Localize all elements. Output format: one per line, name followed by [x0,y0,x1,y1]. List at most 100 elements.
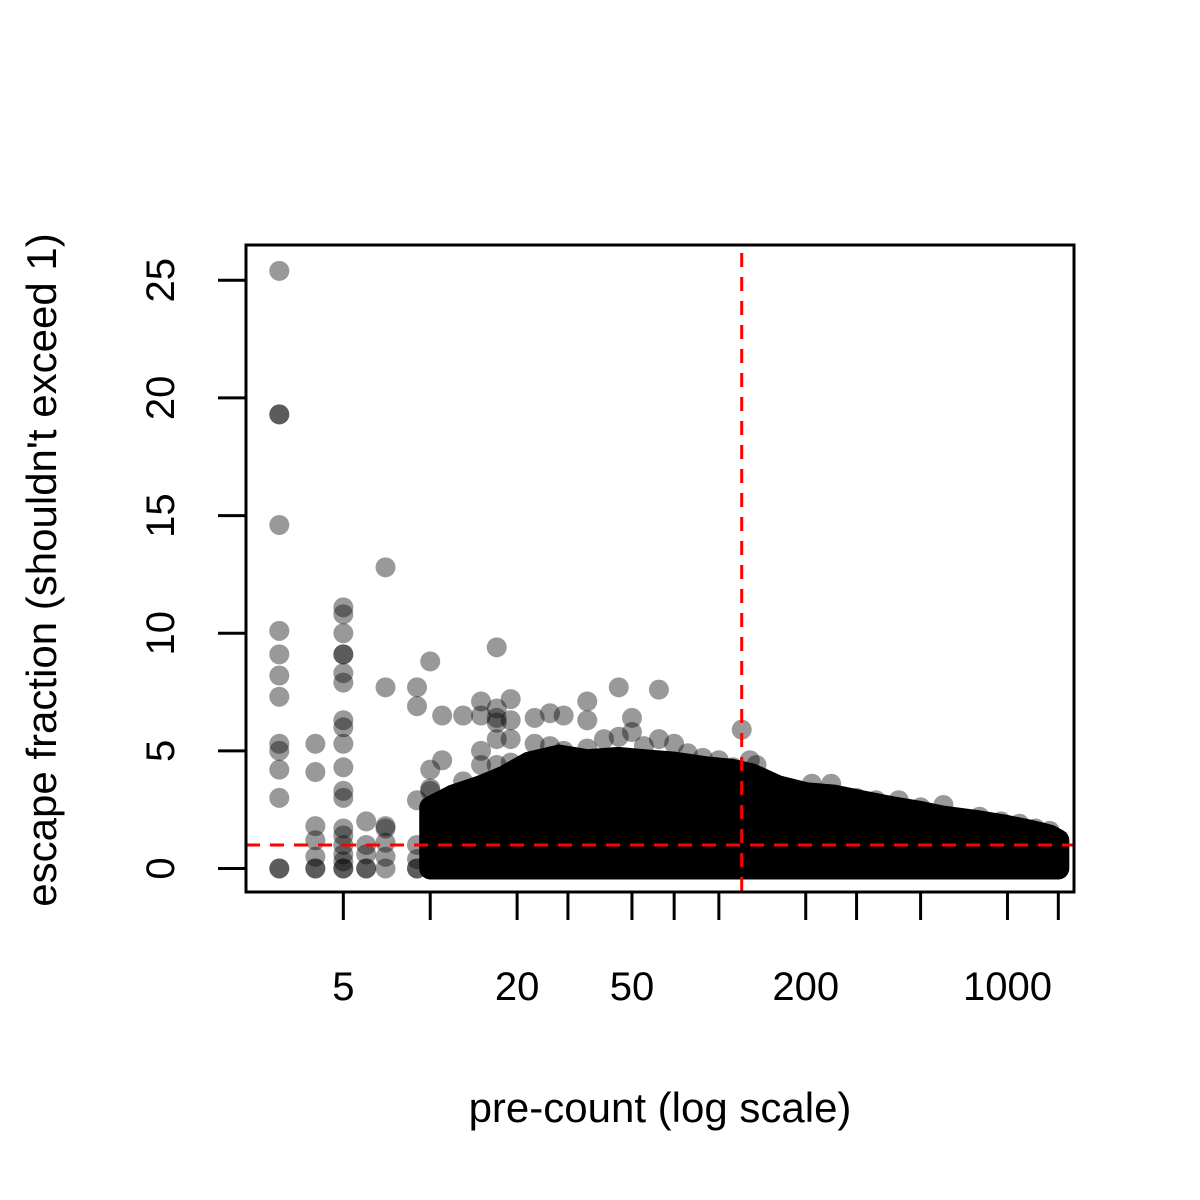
data-point [333,672,354,693]
y-tick-label: 20 [139,376,183,421]
data-point [333,644,354,665]
data-point [420,802,441,823]
data-point [407,696,428,717]
data-point [524,733,545,754]
data-point [633,736,654,757]
data-point [471,858,492,879]
data-point [577,738,598,759]
data-point [333,825,354,846]
data-point [486,707,507,728]
data-point [933,794,954,815]
data-point [375,818,396,839]
data-point [269,404,290,425]
x-tick-label: 20 [495,965,540,1009]
data-point [821,773,842,794]
data-point [539,703,560,724]
data-point [471,740,492,761]
data-point [539,736,560,757]
data-point [1025,818,1046,839]
data-point [269,514,290,535]
data-point [486,729,507,750]
data-point [888,790,909,811]
data-point [846,787,867,808]
data-point [577,710,598,731]
data-point [375,846,396,867]
data-point [486,698,507,719]
data-point [269,260,290,281]
data-point [333,780,354,801]
data-point [420,780,441,801]
data-point [333,787,354,808]
data-point [692,747,713,768]
data-point [375,677,396,698]
data-point [500,729,521,750]
data-point [865,790,886,811]
data-point [407,677,428,698]
data-point [432,705,453,726]
data-point [333,717,354,738]
data-point [407,858,428,879]
data-point [333,844,354,865]
y-axis-title: escape fraction (shouldn't exceed 1) [18,233,65,906]
data-point [500,752,521,773]
data-point [677,743,698,764]
data-point [486,754,507,775]
plot-frame [244,243,1076,894]
data-point [375,557,396,578]
x-tick-label: 1000 [963,965,1052,1009]
data-point [333,663,354,684]
data-point [500,689,521,710]
data-point [471,705,492,726]
y-tick-label: 15 [139,493,183,538]
data-point [269,644,290,665]
data-point [269,858,290,879]
data-point [648,729,669,750]
data-point [621,707,642,728]
data-point [524,707,545,728]
x-axis-title: pre-count (log scale) [469,1084,852,1131]
x-tick-label: 200 [772,965,839,1009]
data-points [269,260,1060,879]
data-point [333,623,354,644]
data-point [471,825,492,846]
data-point [1009,813,1030,834]
data-point [1039,820,1060,841]
data-point [333,604,354,625]
data-point [420,759,441,780]
data-point [708,750,729,771]
y-tick-label: 5 [139,740,183,762]
data-point [333,733,354,754]
data-point [269,740,290,761]
y-tick-label: 0 [139,857,183,879]
y-tick-label: 10 [139,611,183,656]
data-point [577,691,598,712]
data-point [333,644,354,665]
data-point [420,825,441,846]
data-point [621,722,642,743]
data-point [500,787,521,808]
data-point [420,778,441,799]
data-point [453,820,474,841]
data-point [486,637,507,658]
data-point [608,726,629,747]
data-point [553,705,574,726]
x-axis: 5 20 50 200 1000 [332,892,1060,1009]
data-point [1035,823,1056,844]
data-point [991,811,1012,832]
data-point [333,597,354,618]
data-point [910,797,931,818]
data-point [305,816,326,837]
data-point [333,851,354,872]
data-point [333,757,354,778]
data-point [269,404,290,425]
data-point [269,759,290,780]
data-point [500,710,521,731]
data-point [305,733,326,754]
data-point [432,858,453,879]
data-point [739,750,760,771]
data-point [500,858,521,879]
data-point [593,729,614,750]
data-point [731,719,752,740]
data-point [269,858,290,879]
